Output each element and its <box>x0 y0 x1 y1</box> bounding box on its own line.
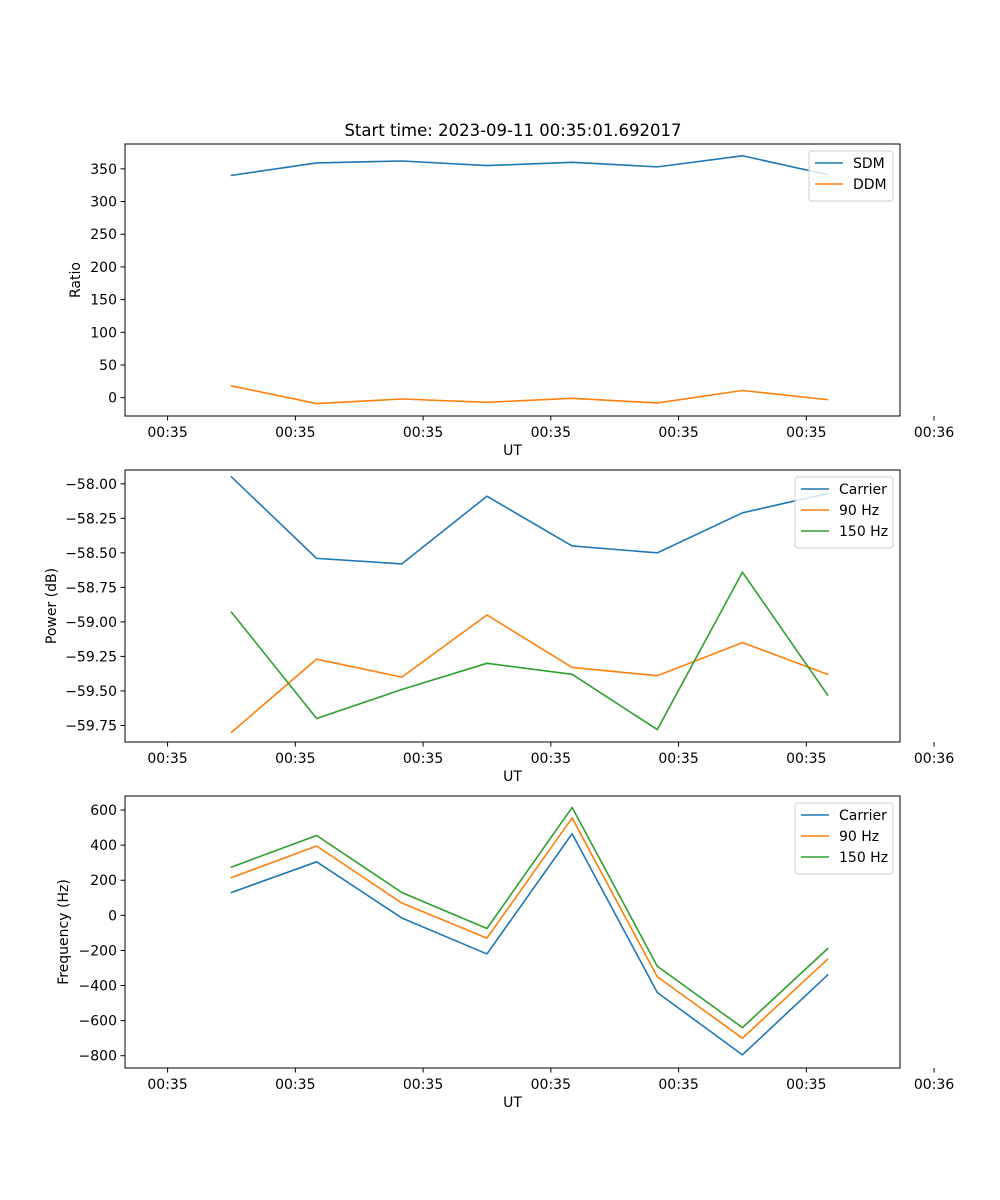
y-tick-label: 0 <box>108 391 117 407</box>
x-tick-label: 00:35 <box>403 751 443 767</box>
x-tick-label: 00:35 <box>786 751 826 767</box>
y-tick-label: −58.25 <box>65 511 117 527</box>
chart-panel-power: 00:35 00:35 00:35 00:35 00:35 00:35 00:36 −59.7… <box>44 469 954 785</box>
series-line-carrier <box>230 832 829 1056</box>
x-tick-label: 00:35 <box>531 1077 571 1093</box>
y-tick-label: 200 <box>90 260 117 276</box>
chart-panel-frequency: 00:35 00:35 00:35 00:35 00:35 00:35 00:36 −800 −… <box>56 795 954 1111</box>
x-axis-label: UT <box>503 443 522 459</box>
x-tick-label: 00:35 <box>786 1077 826 1093</box>
legend-label: 90 Hz <box>839 829 879 845</box>
x-tick-label: 00:35 <box>403 1077 443 1093</box>
axes-frame <box>124 469 901 743</box>
series-line-carrier <box>230 475 829 565</box>
y-tick-label: 400 <box>90 838 117 854</box>
y-tick-label: 0 <box>108 908 117 924</box>
axes-frame <box>124 795 901 1069</box>
x-tick-label: 00:35 <box>275 751 315 767</box>
y-axis-label: Power (dB) <box>44 568 60 644</box>
x-tick-label: 00:35 <box>658 751 698 767</box>
y-tick-label: 250 <box>90 227 117 243</box>
series-line-ddm <box>230 384 829 405</box>
y-tick-label: −59.25 <box>65 649 117 665</box>
series-line-sdm <box>230 154 829 177</box>
y-tick-label: 200 <box>90 873 117 889</box>
y-tick-label: −400 <box>79 979 117 995</box>
y-tick-label: 600 <box>90 803 117 819</box>
legend-label: 150 Hz <box>839 524 888 540</box>
y-axis-label: Ratio <box>68 262 84 298</box>
series-line-90-hz <box>230 817 829 1039</box>
chart-title: Start time: 2023-09-11 00:35:01.692017 <box>344 121 681 140</box>
y-tick-label: −59.75 <box>65 718 117 734</box>
y-tick-label: −58.75 <box>65 580 117 596</box>
legend-label: Carrier <box>839 808 887 824</box>
y-tick-label: 150 <box>90 293 117 309</box>
y-tick-label: 350 <box>90 162 117 178</box>
y-tick-label: 100 <box>90 325 117 341</box>
legend-label: SDM <box>853 156 885 172</box>
legend: Carrier 90 Hz 150 Hz <box>794 802 894 875</box>
x-tick-label: 00:35 <box>658 1077 698 1093</box>
legend: SDM DDM <box>808 150 894 202</box>
y-tick-label: −58.00 <box>65 477 117 493</box>
x-tick-label: 00:35 <box>531 425 571 441</box>
x-tick-label: 00:35 <box>531 751 571 767</box>
y-tick-label: −59.00 <box>65 615 117 631</box>
x-tick-label: 00:35 <box>658 425 698 441</box>
chart-panel-ratio: 00:35 00:35 00:35 00:35 00:35 00:35 00:36 0 50 10… <box>68 143 954 459</box>
x-tick-label: 00:35 <box>147 1077 187 1093</box>
series-line-150-hz <box>230 806 829 1029</box>
y-axis-label: Frequency (Hz) <box>56 879 72 985</box>
x-tick-label: 00:35 <box>147 425 187 441</box>
legend: Carrier 90 Hz 150 Hz <box>794 476 894 549</box>
x-tick-label: 00:35 <box>275 425 315 441</box>
x-axis-label: UT <box>503 1095 522 1111</box>
x-tick-label: 00:35 <box>147 751 187 767</box>
y-tick-label: −58.50 <box>65 546 117 562</box>
x-tick-label: 00:35 <box>403 425 443 441</box>
x-tick-label: 00:36 <box>914 425 954 441</box>
x-tick-label: 00:35 <box>275 1077 315 1093</box>
y-tick-label: −200 <box>79 943 117 959</box>
y-tick-label: −800 <box>79 1049 117 1065</box>
y-tick-label: −600 <box>79 1014 117 1030</box>
x-tick-label: 00:35 <box>786 425 826 441</box>
series-line-90-hz <box>230 614 829 734</box>
y-tick-label: 300 <box>90 195 117 211</box>
axes-frame <box>124 143 901 417</box>
x-tick-label: 00:36 <box>914 751 954 767</box>
y-tick-label: −59.50 <box>65 684 117 700</box>
panels: 00:35 00:35 00:35 00:35 00:35 00:35 00:36 0 50 10… <box>44 143 954 1111</box>
y-tick-label: 50 <box>99 358 117 374</box>
series-line-150-hz <box>230 571 829 731</box>
legend-label: 90 Hz <box>839 503 879 519</box>
legend-label: DDM <box>853 177 887 193</box>
legend-label: 150 Hz <box>839 850 888 866</box>
x-tick-label: 00:36 <box>914 1077 954 1093</box>
x-axis-label: UT <box>503 769 522 785</box>
legend-label: Carrier <box>839 482 887 498</box>
